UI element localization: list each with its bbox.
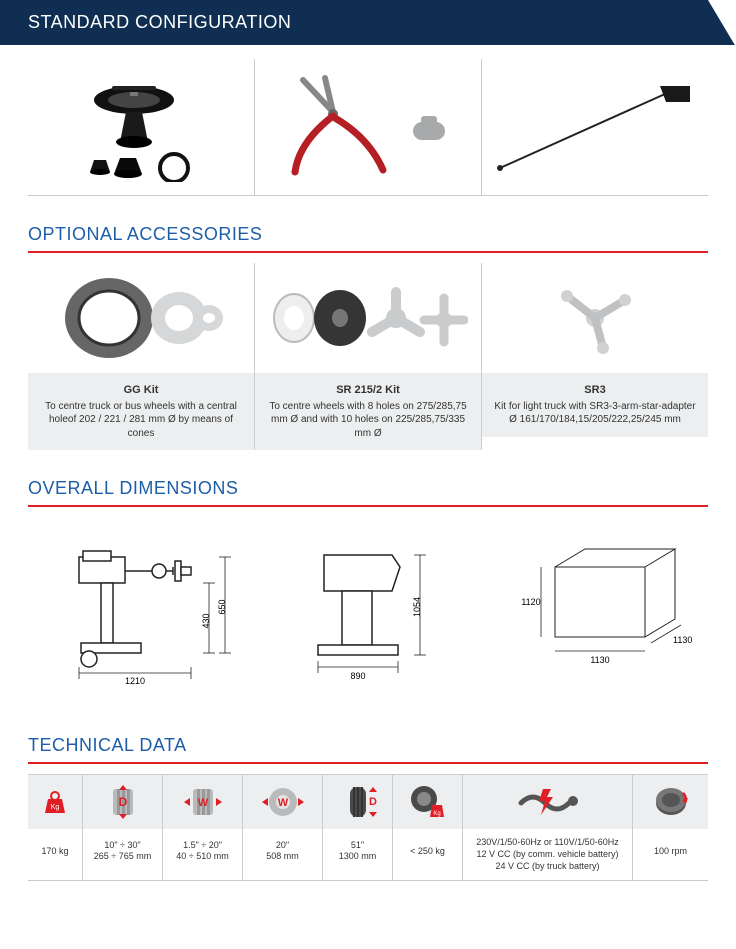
svg-text:Kg: Kg xyxy=(433,811,440,817)
tech-cell-1: D 10" ÷ 30"265 ÷ 765 mm xyxy=(83,775,163,880)
optional-text-1: GG Kit To centre truck or bus wheels wit… xyxy=(28,373,255,450)
optional-row-text: GG Kit To centre truck or bus wheels wit… xyxy=(28,373,708,450)
redline-1 xyxy=(28,251,708,253)
probe-arm-icon xyxy=(490,72,700,182)
opt3-name: SR3 xyxy=(490,383,700,398)
dim-package: 1120 1130 1130 xyxy=(491,537,698,687)
optional-text-2: SR 215/2 Kit To centre wheels with 8 hol… xyxy=(255,373,482,450)
opt3-desc: Kit for light truck with SR3-3-arm-star-… xyxy=(494,401,695,426)
dim-side-h: 1054 xyxy=(412,597,422,617)
tech-value-6: 230V/1/50-60Hz or 110V/1/50-60Hz12 V CC … xyxy=(463,829,632,880)
svg-text:W: W xyxy=(197,797,208,809)
technical-data-row: Kg 170 kg D 10" ÷ 30"265 ÷ 765 mm W 1.5" ÷ 20… xyxy=(28,774,708,881)
dimensions-row: 1210 430 650 890 xyxy=(28,517,708,707)
dim-side-diagram: 890 1054 xyxy=(288,537,448,687)
tech-value-2: 1.5" ÷ 20"40 ÷ 510 mm xyxy=(163,829,242,873)
redline-3 xyxy=(28,762,708,764)
optional-item-1 xyxy=(28,263,255,373)
rings-icon xyxy=(51,268,231,368)
tech-value-5: < 250 kg xyxy=(393,829,462,873)
optional-text-3: SR3 Kit for light truck with SR3-3-arm-s… xyxy=(482,373,708,450)
svg-text:Kg: Kg xyxy=(51,804,60,811)
section-title-optional: OPTIONAL ACCESSORIES xyxy=(28,224,708,245)
tech-icon-rpm xyxy=(633,775,708,829)
redline-2 xyxy=(28,505,708,507)
tech-icon-diameter: D xyxy=(83,775,162,829)
tech-icon-tyre-d: D xyxy=(323,775,392,829)
svg-text:D: D xyxy=(118,795,127,809)
star-adapter-icon xyxy=(535,268,655,368)
optional-item-2 xyxy=(255,263,482,373)
optional-item-3 xyxy=(482,263,708,373)
opt2-name: SR 215/2 Kit xyxy=(263,383,473,398)
svg-text:W: W xyxy=(277,797,288,809)
dim-h1: 430 xyxy=(201,614,211,629)
section-title-dimensions: OVERALL DIMENSIONS xyxy=(28,478,708,499)
tech-value-3: 20"508 mm xyxy=(243,829,322,873)
dim-pkg-h: 1120 xyxy=(521,597,540,607)
dim-h2: 650 xyxy=(217,600,227,615)
tech-cell-6: 230V/1/50-60Hz or 110V/1/50-60Hz12 V CC … xyxy=(463,775,633,880)
tech-icon-weight: Kg xyxy=(28,775,82,829)
opt2-desc: To centre wheels with 8 holes on 275/285… xyxy=(269,401,466,439)
dim-side: 890 1054 xyxy=(265,537,472,687)
dim-front: 1210 430 650 xyxy=(38,537,245,687)
tech-cell-3: W 20"508 mm xyxy=(243,775,323,880)
dim-front-diagram: 1210 430 650 xyxy=(41,537,241,687)
pliers-weight-icon xyxy=(273,72,463,182)
tech-cell-5: Kg < 250 kg xyxy=(393,775,463,880)
dim-w: 1210 xyxy=(125,676,145,686)
tech-value-4: 51"1300 mm xyxy=(323,829,392,873)
section-title-standard: STANDARD CONFIGURATION xyxy=(28,12,291,32)
standard-item-3 xyxy=(482,59,708,195)
dim-pkg-d: 1130 xyxy=(673,635,692,645)
tech-value-7: 100 rpm xyxy=(633,829,708,873)
standard-item-2 xyxy=(255,59,482,195)
flange-adapter-icon xyxy=(268,268,468,368)
dim-pkg-w: 1130 xyxy=(590,655,609,665)
tech-icon-max-wheel: Kg xyxy=(393,775,462,829)
tech-cell-4: D 51"1300 mm xyxy=(323,775,393,880)
tech-cell-0: Kg 170 kg xyxy=(28,775,83,880)
dim-side-w: 890 xyxy=(350,671,365,681)
standard-item-1 xyxy=(28,59,255,195)
optional-row xyxy=(28,263,708,373)
svg-text:D: D xyxy=(369,796,377,808)
tech-icon-power xyxy=(463,775,632,829)
dim-package-diagram: 1120 1130 1130 xyxy=(495,537,695,687)
tech-icon-width-out: W xyxy=(243,775,322,829)
opt1-desc: To centre truck or bus wheels with a cen… xyxy=(45,401,237,439)
wheel-clamp-icon xyxy=(66,72,216,182)
tech-cell-7: 100 rpm xyxy=(633,775,708,880)
opt1-name: GG Kit xyxy=(36,383,246,398)
tech-icon-width-in: W xyxy=(163,775,242,829)
tech-value-0: 170 kg xyxy=(28,829,82,873)
tech-cell-2: W 1.5" ÷ 20"40 ÷ 510 mm xyxy=(163,775,243,880)
tech-value-1: 10" ÷ 30"265 ÷ 765 mm xyxy=(83,829,162,873)
section-title-technical: TECHNICAL DATA xyxy=(28,735,708,756)
standard-config-row xyxy=(28,59,708,196)
section-header-standard: STANDARD CONFIGURATION xyxy=(0,0,736,45)
